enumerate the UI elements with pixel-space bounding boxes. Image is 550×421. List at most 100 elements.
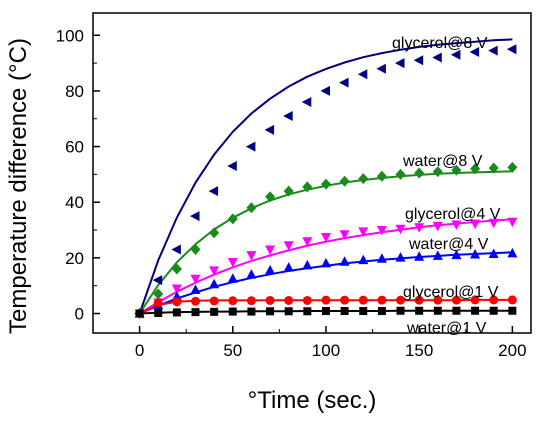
data-point (265, 191, 276, 203)
data-point (451, 164, 462, 176)
y-tick-label: 20 (65, 249, 84, 268)
data-point (247, 307, 256, 316)
data-point (413, 55, 424, 66)
data-point (414, 167, 425, 179)
data-point (171, 244, 181, 255)
data-point (377, 307, 386, 316)
data-point (507, 161, 518, 173)
data-point (246, 202, 257, 214)
data-point (451, 220, 462, 230)
data-point (190, 274, 201, 285)
data-point (227, 213, 238, 225)
data-point (152, 275, 163, 286)
fit-curves (138, 38, 513, 315)
data-point (414, 251, 425, 261)
data-point (321, 233, 331, 243)
series-label: glycerol@4 V (405, 206, 501, 223)
fit-curve (138, 38, 513, 314)
data-point (265, 295, 275, 305)
data-point (414, 223, 425, 233)
axis-ticks: 0 50 100 150 200 0 20 40 60 80 100 (56, 26, 527, 360)
data-point (451, 295, 461, 305)
data-point (470, 163, 481, 175)
data-point (283, 262, 294, 272)
data-point (172, 297, 182, 307)
data-point (153, 288, 164, 300)
data-point (283, 241, 294, 251)
data-point (302, 237, 313, 247)
y-tick-label: 0 (75, 305, 84, 324)
series-labels: glycerol@8 V water@8 V glycerol@4 V water@4… (392, 35, 501, 337)
data-point (415, 306, 424, 315)
data-point (321, 257, 331, 268)
data-point (303, 307, 312, 316)
data-point (488, 248, 499, 258)
data-point (339, 256, 350, 266)
series-label: water@4 V (408, 236, 489, 253)
data-point (227, 161, 237, 171)
data-point (340, 295, 350, 305)
data-point (321, 178, 331, 190)
data-point (228, 296, 238, 306)
data-point (210, 307, 219, 316)
y-axis-title: Temperature difference (°C) (5, 38, 32, 334)
data-point (470, 249, 481, 259)
data-point (488, 45, 498, 56)
data-point (395, 252, 406, 262)
data-point (432, 221, 443, 232)
data-point (376, 170, 387, 182)
y-tick-label: 40 (65, 193, 84, 212)
data-point (506, 44, 517, 55)
data-point (508, 306, 517, 315)
data-point (191, 296, 201, 306)
data-point (266, 307, 275, 316)
data-point (301, 97, 312, 107)
data-point (172, 308, 181, 317)
data-point (245, 141, 256, 152)
data-point (339, 77, 349, 88)
data-point (470, 295, 480, 305)
data-point (396, 306, 405, 315)
data-point (377, 295, 387, 305)
data-point (191, 308, 200, 317)
data-point (283, 185, 294, 197)
data-point (265, 245, 276, 255)
series-label: glycerol@1 V (403, 284, 499, 301)
data-point (507, 295, 517, 305)
data-point (395, 58, 405, 69)
data-point (264, 124, 275, 135)
data-point (489, 295, 499, 305)
data-point (246, 269, 257, 279)
data-point (227, 258, 238, 268)
data-point (376, 253, 387, 263)
data-point (320, 85, 330, 96)
data-point (246, 251, 257, 261)
data-point (171, 284, 182, 294)
data-point (358, 295, 368, 305)
data-point (284, 295, 294, 305)
data-point (209, 227, 220, 239)
data-point (209, 278, 220, 289)
data-point (432, 166, 443, 178)
data-point (190, 211, 200, 222)
data-point (414, 295, 424, 305)
x-tick-label: 200 (498, 341, 526, 360)
data-point (302, 295, 312, 305)
data-point (135, 309, 144, 318)
data-point (452, 306, 461, 315)
data-point (432, 52, 442, 63)
x-tick-label: 0 (135, 341, 144, 360)
x-tick-label: 50 (223, 341, 242, 360)
data-point (359, 307, 368, 316)
data-point (339, 175, 350, 187)
data-point (395, 168, 406, 180)
data-point (357, 69, 368, 80)
data-point (284, 307, 293, 316)
y-tick-label: 80 (65, 82, 84, 101)
y-tick-label: 60 (65, 138, 84, 157)
data-point (450, 49, 461, 60)
data-point (358, 254, 369, 265)
y-tick-label: 100 (56, 26, 84, 45)
data-point (396, 295, 406, 305)
